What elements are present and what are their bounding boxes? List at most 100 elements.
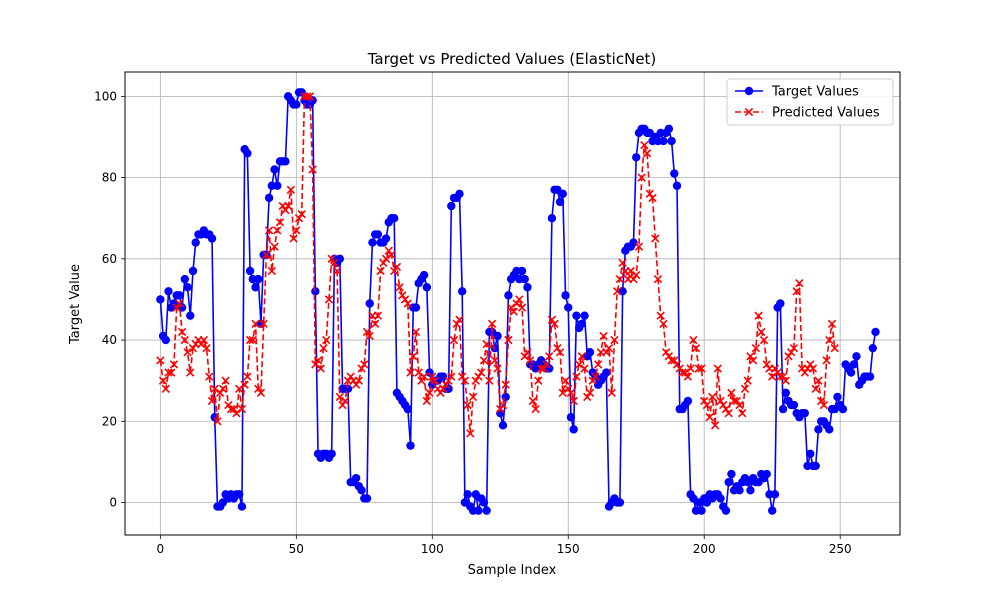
- data-point-circle: [422, 283, 432, 292]
- data-point-x: [436, 388, 445, 398]
- data-point-x: [335, 392, 344, 402]
- data-point-x: [561, 376, 570, 385]
- data-point-x: [751, 344, 761, 353]
- data-point-x: [735, 400, 744, 410]
- data-point-x: [583, 392, 592, 402]
- data-point-circle: [670, 169, 679, 178]
- data-point-circle: [664, 124, 674, 134]
- data-point-x: [452, 319, 461, 328]
- data-point-circle: [457, 287, 467, 296]
- data-point-x: [618, 258, 627, 268]
- data-point-circle: [281, 157, 290, 166]
- data-point-x: [781, 376, 790, 385]
- data-point-x: [264, 226, 274, 235]
- data-point-x: [778, 372, 788, 381]
- data-point-x: [795, 279, 804, 288]
- data-point-x: [558, 388, 567, 398]
- data-point-circle: [716, 494, 725, 503]
- data-point-circle: [156, 295, 165, 304]
- data-point-x: [713, 364, 722, 373]
- data-point-x: [177, 327, 187, 337]
- data-point-x: [534, 376, 543, 385]
- data-point-x: [286, 185, 296, 194]
- data-point-x: [455, 315, 464, 324]
- data-point-x: [523, 348, 532, 357]
- data-point-x: [188, 344, 198, 353]
- data-point-x: [724, 408, 733, 418]
- data-point-x: [653, 274, 663, 284]
- data-point-circle: [865, 372, 875, 381]
- data-point-circle: [555, 197, 565, 207]
- data-point-circle: [767, 506, 777, 515]
- data-point-circle: [770, 490, 780, 499]
- x-tick-label: 200: [693, 542, 716, 556]
- data-point-x: [729, 396, 739, 406]
- data-point-x: [313, 356, 323, 365]
- data-point-x: [501, 380, 510, 389]
- data-point-x: [392, 262, 402, 272]
- data-point-x: [683, 372, 693, 381]
- y-tick-label: 20: [102, 414, 117, 428]
- data-point-x: [509, 307, 519, 316]
- data-point-x: [504, 335, 513, 345]
- data-point-x: [550, 319, 559, 328]
- data-point-x: [226, 404, 236, 414]
- data-point-x: [691, 344, 701, 353]
- data-point-x: [259, 319, 268, 328]
- data-point-x: [186, 368, 195, 377]
- data-point-circle: [327, 449, 336, 458]
- data-point-x: [727, 388, 736, 398]
- data-point-x: [330, 258, 339, 268]
- data-point-circle: [545, 364, 554, 373]
- data-point-x: [566, 388, 576, 398]
- data-point-x: [806, 360, 815, 369]
- chart-title: Target vs Predicted Values (ElasticNet): [367, 50, 657, 68]
- data-point-x: [360, 360, 369, 369]
- data-point-x: [482, 339, 491, 349]
- legend-marker: [744, 86, 754, 96]
- data-point-x: [218, 384, 228, 393]
- data-point-circle: [501, 392, 510, 402]
- data-point-x: [814, 376, 823, 385]
- data-point-x: [694, 364, 703, 373]
- legend-box: [726, 78, 894, 126]
- data-point-circle: [572, 311, 581, 320]
- data-point-x: [740, 384, 750, 393]
- data-point-x: [354, 376, 364, 385]
- data-point-circle: [762, 469, 771, 479]
- axis-ticks: 0 50 100 150 200 250 0 20 40 60 80 100: [94, 89, 852, 556]
- legend: Target Values Predicted Values: [726, 78, 894, 126]
- data-point-circle: [183, 283, 192, 292]
- data-point-circle: [264, 193, 274, 203]
- data-point-circle: [447, 201, 456, 211]
- data-point-x: [588, 376, 597, 385]
- data-point-x: [164, 368, 173, 377]
- data-point-x: [773, 368, 782, 377]
- data-point-x: [642, 149, 652, 158]
- data-point-x: [574, 360, 584, 369]
- data-point-x: [716, 396, 725, 406]
- data-point-x: [221, 376, 230, 385]
- data-point-x: [205, 372, 214, 381]
- data-point-x: [466, 429, 475, 438]
- data-point-circle: [419, 270, 429, 280]
- data-point-x: [275, 218, 285, 227]
- data-point-x: [251, 319, 260, 328]
- data-point-x: [754, 311, 763, 320]
- data-point-x: [376, 266, 385, 276]
- data-point-circle: [852, 352, 861, 361]
- y-tick-label: 80: [102, 171, 117, 185]
- data-point-x: [322, 335, 331, 345]
- data-point-circle: [585, 348, 595, 357]
- data-point-circle: [335, 254, 345, 264]
- data-point-circle: [273, 181, 282, 190]
- data-point-x: [379, 258, 388, 268]
- data-point-circle: [270, 165, 279, 174]
- data-point-circle: [632, 153, 641, 162]
- data-point-x: [564, 384, 573, 393]
- data-point-x: [441, 380, 451, 389]
- data-point-circle: [629, 238, 638, 247]
- data-point-x: [681, 368, 690, 377]
- data-point-x: [199, 335, 209, 345]
- data-point-x: [721, 404, 731, 414]
